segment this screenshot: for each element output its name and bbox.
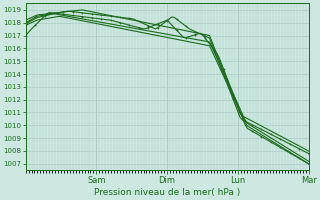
X-axis label: Pression niveau de la mer( hPa ): Pression niveau de la mer( hPa ) xyxy=(94,188,240,197)
